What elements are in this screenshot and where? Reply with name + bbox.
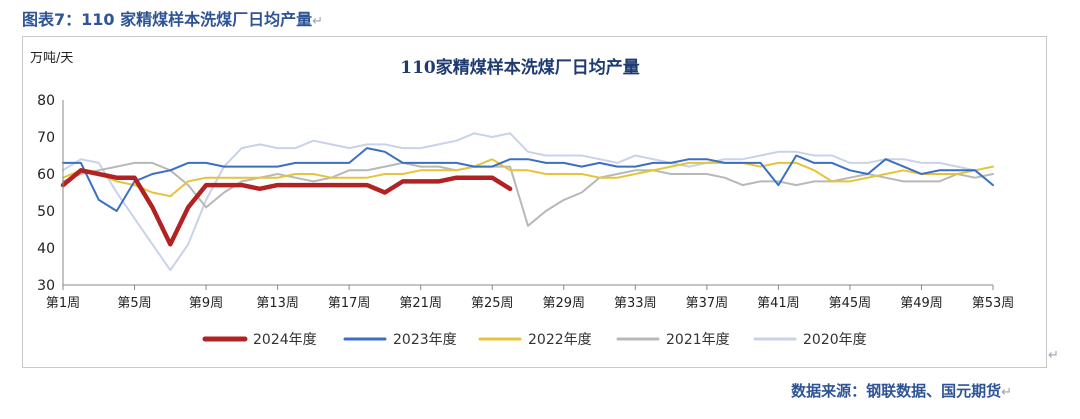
source-text: 数据来源：钢联数据、国元期货 — [791, 382, 1002, 400]
x-tick-label: 第41周 — [757, 296, 800, 311]
x-tick-label: 第17周 — [328, 296, 371, 311]
x-tick-label: 第37周 — [686, 296, 729, 311]
series-line-s2023 — [62, 147, 994, 212]
y-tick-label: 60 — [37, 167, 55, 183]
x-tick-label: 第53周 — [972, 296, 1015, 311]
x-tick-label: 第21周 — [399, 296, 442, 311]
y-tick-label: 30 — [37, 278, 55, 294]
x-tick-label: 第25周 — [471, 296, 514, 311]
y-tick-label: 70 — [37, 130, 55, 146]
axes: 30 40 50 60 70 80 第1周 第5周 第9周 第13周 第17周 第21周 第25周 第29… — [37, 93, 1014, 311]
series-line-s2024 — [60, 168, 513, 247]
caption-text: 图表7：110 家精煤样本洗煤厂日均产量 — [22, 10, 313, 29]
paragraph-mark: ↵ — [1048, 348, 1059, 363]
series-line-s2020 — [62, 132, 977, 272]
x-tick-label: 第13周 — [256, 296, 299, 311]
paragraph-mark: ↵ — [1001, 385, 1012, 400]
y-tick-label: 40 — [37, 241, 55, 257]
legend-label: 2024年度 — [253, 332, 317, 348]
legend-label: 2020年度 — [803, 332, 867, 348]
x-tick-label: 第9周 — [189, 296, 223, 311]
x-tick-label: 第33周 — [614, 296, 657, 311]
x-tick-label: 第45周 — [829, 296, 872, 311]
paragraph-mark: ↵ — [312, 14, 324, 29]
legend-label: 2022年度 — [528, 332, 592, 348]
figure-caption: 图表7：110 家精煤样本洗煤厂日均产量↵ — [22, 6, 323, 30]
chart-title: 110家精煤样本洗煤厂日均产量 — [400, 57, 640, 78]
legend: 2024年度 2023年度 2022年度 2021年度 2020年度 — [202, 332, 867, 348]
chart-frame — [22, 36, 1047, 368]
legend-label: 2023年度 — [393, 332, 457, 348]
y-tick-label: 50 — [37, 204, 55, 220]
x-tick-label: 第49周 — [900, 296, 943, 311]
y-axis-label: 万吨/天 — [30, 51, 73, 66]
x-tick-label: 第1周 — [46, 296, 80, 311]
series-layer — [60, 132, 994, 272]
series-line-s2021 — [62, 161, 994, 227]
y-tick-label: 80 — [37, 93, 55, 109]
legend-label: 2021年度 — [666, 332, 730, 348]
x-tick-label: 第29周 — [542, 296, 585, 311]
source-note: 数据来源：钢联数据、国元期货↵ — [791, 380, 1012, 401]
x-tick-label: 第5周 — [117, 296, 151, 311]
series-line-s2022 — [62, 158, 994, 198]
